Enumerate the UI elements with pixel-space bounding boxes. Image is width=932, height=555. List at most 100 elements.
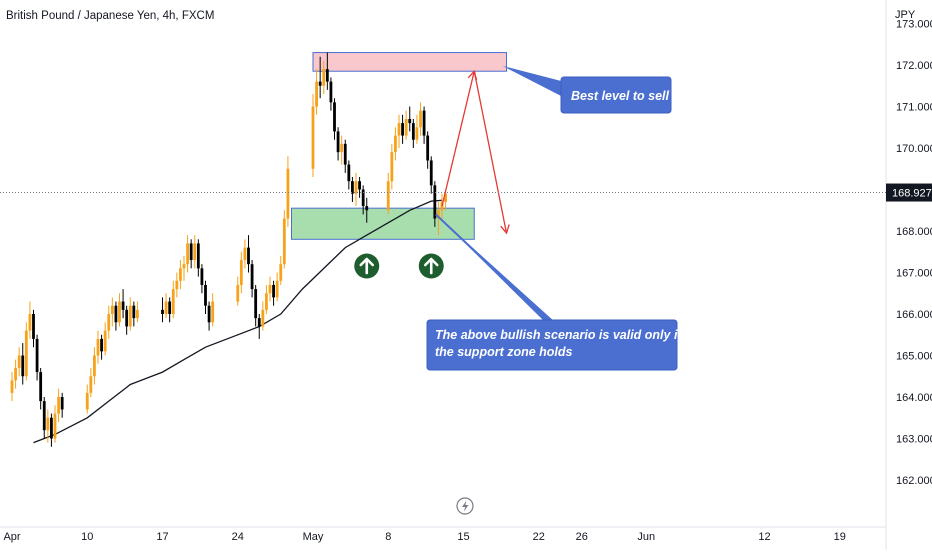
candle (136, 301, 139, 323)
x-tick-label: 17 (156, 531, 168, 543)
candle-body (247, 247, 250, 265)
candle-body (42, 401, 46, 431)
callout-support-box[interactable] (426, 319, 678, 371)
candle (282, 210, 286, 269)
y-tick-label: 162.000 (896, 475, 932, 487)
candle-body (419, 110, 422, 128)
replay-button[interactable] (456, 497, 474, 515)
candle (329, 77, 333, 111)
candle (333, 98, 336, 140)
candle-body (354, 181, 358, 194)
candle (343, 139, 347, 173)
candle-body (250, 264, 254, 290)
candle (179, 260, 182, 290)
candle-body (386, 181, 390, 211)
candle (354, 172, 358, 207)
candle (46, 409, 50, 443)
y-tick-label: 171.000 (896, 102, 932, 114)
currency-label: JPY (895, 9, 916, 21)
candle-body (57, 397, 60, 414)
candle (261, 301, 265, 331)
candle (85, 384, 89, 414)
candle-body (261, 309, 265, 327)
arrow-glyph (359, 257, 375, 275)
candle-body (204, 284, 207, 306)
candle-body (243, 247, 247, 261)
candle (390, 143, 394, 190)
candle (257, 314, 261, 339)
candle (17, 347, 21, 377)
candle (404, 110, 408, 140)
candle (103, 322, 107, 356)
candle-body (351, 181, 354, 194)
x-tick-label: 26 (576, 531, 588, 543)
candle (175, 272, 179, 298)
callout-sell-text: Best level to sell (571, 89, 669, 103)
candle-body (275, 280, 279, 298)
candle-body (311, 106, 315, 169)
candle-body (121, 301, 125, 310)
y-tick-label: 173.000 (896, 19, 932, 31)
candle-body (390, 152, 394, 182)
y-tick-label: 170.000 (896, 143, 932, 155)
candle (426, 131, 430, 169)
support-zone[interactable] (291, 207, 475, 240)
current-price-label: 168.927 (892, 188, 932, 200)
callout-sell-box[interactable] (560, 76, 672, 114)
x-tick-label: Apr (3, 531, 20, 543)
resistance-zone[interactable] (312, 52, 507, 72)
candle-body (125, 309, 129, 327)
candle (315, 69, 318, 115)
candle (322, 60, 326, 95)
y-tick-label: 163.000 (896, 434, 932, 446)
candle (200, 264, 204, 294)
projection-arrowhead-down (500, 224, 510, 235)
candle-body (361, 189, 365, 207)
candle-body (171, 289, 175, 314)
y-tick-label: 167.000 (896, 268, 932, 280)
candle (415, 114, 419, 144)
candle-body (426, 135, 430, 161)
candle (114, 301, 118, 331)
candle (168, 297, 172, 323)
candle-body (325, 69, 329, 82)
lightning-icon[interactable] (462, 500, 469, 512)
candle (96, 330, 100, 364)
candle (429, 156, 433, 194)
candle (42, 397, 46, 439)
candle (401, 114, 404, 144)
y-tick-label: 164.000 (896, 392, 932, 404)
candle-body (437, 210, 440, 219)
candle (347, 160, 351, 190)
candle (275, 272, 279, 302)
arrow-glyph (423, 257, 439, 275)
candle-body (265, 293, 268, 310)
candle (351, 177, 354, 202)
candle-body (207, 305, 211, 323)
callout-support-text-line1: The above bullish scenario is valid only… (435, 328, 683, 342)
candle (422, 106, 426, 144)
candle (397, 114, 401, 148)
x-tick-label: 15 (457, 531, 469, 543)
candle (57, 388, 60, 422)
candle-body (189, 243, 193, 261)
candle-body (10, 380, 14, 393)
candle-body (315, 81, 318, 107)
candle-body (196, 243, 200, 269)
candle (318, 56, 322, 99)
candle (60, 392, 64, 418)
projection-arrowhead-up (467, 69, 478, 81)
candle-body (93, 355, 96, 377)
candle (32, 309, 35, 348)
candle-body (401, 123, 404, 136)
up-arrow-icon (418, 253, 444, 279)
candle-body (50, 417, 53, 439)
candle-body (175, 280, 179, 290)
candle-body (161, 309, 164, 314)
candle-body (333, 102, 336, 132)
candle (254, 284, 258, 327)
candle (189, 239, 193, 269)
